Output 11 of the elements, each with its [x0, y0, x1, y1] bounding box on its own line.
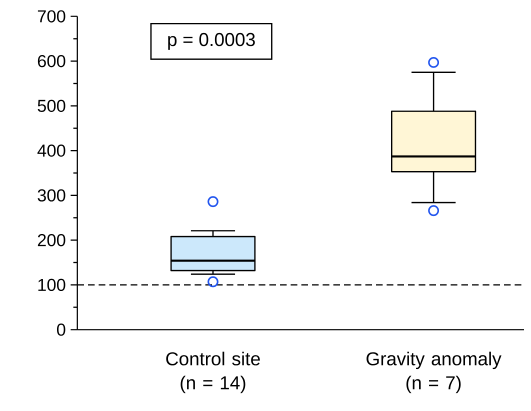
y-tick-label: 400: [37, 144, 66, 157]
y-tick-label: 0: [56, 324, 66, 336]
y-tick-label: 300: [38, 189, 66, 202]
y-tick-label: 500: [38, 100, 66, 112]
y-tick-label: 100: [38, 278, 66, 292]
y-tick-label: 700: [38, 10, 66, 22]
x-tick-label: Gravity anomaly (n = 7): [366, 352, 502, 394]
y-tick-label: 200: [38, 234, 66, 246]
y-tick-label: 600: [38, 54, 66, 68]
annotation: p = 0.0003: [168, 32, 255, 50]
x-tick-label: Control site (n = 14): [166, 352, 260, 394]
